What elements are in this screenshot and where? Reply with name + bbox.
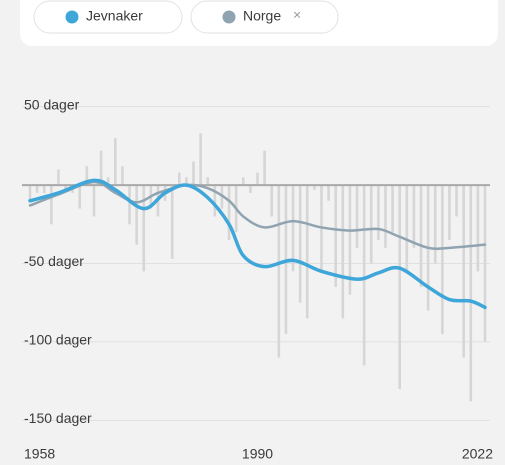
bar bbox=[128, 185, 131, 225]
bar bbox=[476, 185, 480, 272]
bar bbox=[441, 185, 444, 335]
bar bbox=[291, 185, 295, 272]
bar bbox=[327, 185, 330, 201]
bar bbox=[135, 185, 138, 245]
bar bbox=[99, 150, 103, 186]
bar bbox=[405, 185, 409, 272]
bar bbox=[391, 185, 394, 233]
bar bbox=[241, 177, 245, 186]
bar bbox=[263, 150, 266, 186]
bar bbox=[192, 161, 195, 186]
bar bbox=[348, 185, 352, 295]
bar bbox=[398, 185, 401, 389]
bar bbox=[177, 172, 181, 186]
bar bbox=[334, 185, 338, 288]
bar bbox=[92, 185, 96, 217]
line bbox=[28, 180, 487, 251]
bar bbox=[455, 185, 458, 217]
bar bbox=[50, 185, 53, 225]
legend-pill[interactable] bbox=[190, 0, 339, 34]
y-tick-label: 50 dager bbox=[24, 96, 80, 112]
bar bbox=[142, 185, 146, 272]
bar bbox=[341, 185, 345, 319]
bar bbox=[85, 166, 89, 186]
bar bbox=[469, 185, 473, 402]
bar bbox=[270, 185, 274, 217]
bar bbox=[369, 185, 373, 264]
legend-dot bbox=[65, 10, 79, 24]
bar bbox=[448, 185, 451, 240]
bar bbox=[106, 177, 110, 186]
bar bbox=[114, 138, 117, 186]
legend-pill[interactable] bbox=[33, 0, 183, 34]
bar bbox=[305, 185, 309, 319]
bar bbox=[362, 185, 366, 366]
bar bbox=[355, 185, 359, 248]
bar bbox=[185, 177, 188, 186]
bar bbox=[483, 185, 487, 342]
legend-close[interactable]: × bbox=[293, 7, 301, 23]
legend-label: Norge bbox=[243, 8, 281, 24]
y-tick-label: -150 dager bbox=[24, 410, 92, 426]
bar bbox=[277, 185, 281, 358]
y-tick-label: -50 dager bbox=[24, 253, 84, 269]
bar bbox=[170, 185, 174, 259]
legend-dot bbox=[222, 10, 236, 24]
bar bbox=[256, 172, 259, 186]
bar bbox=[249, 185, 252, 193]
x-tick-label: 1990 bbox=[242, 446, 273, 462]
x-tick-label: 2022 bbox=[462, 446, 493, 462]
bar bbox=[42, 185, 46, 193]
bar bbox=[28, 185, 32, 201]
bar bbox=[384, 185, 387, 248]
bar bbox=[35, 185, 39, 193]
x-tick-label: 1958 bbox=[24, 446, 55, 462]
bar bbox=[412, 185, 416, 248]
bar bbox=[199, 133, 202, 186]
bar bbox=[298, 185, 302, 303]
bar bbox=[78, 185, 82, 209]
bar bbox=[419, 185, 423, 288]
bar bbox=[57, 169, 60, 186]
y-tick-label: -100 dager bbox=[24, 332, 92, 348]
bar bbox=[227, 185, 231, 240]
bar bbox=[433, 185, 437, 264]
line bbox=[28, 178, 487, 310]
legend-label: Jevnaker bbox=[86, 8, 143, 24]
bar bbox=[206, 177, 210, 186]
bar bbox=[462, 185, 465, 358]
bar bbox=[313, 185, 316, 190]
bar bbox=[213, 185, 217, 217]
bar bbox=[377, 185, 380, 240]
bar bbox=[64, 185, 67, 190]
bar bbox=[121, 166, 124, 186]
